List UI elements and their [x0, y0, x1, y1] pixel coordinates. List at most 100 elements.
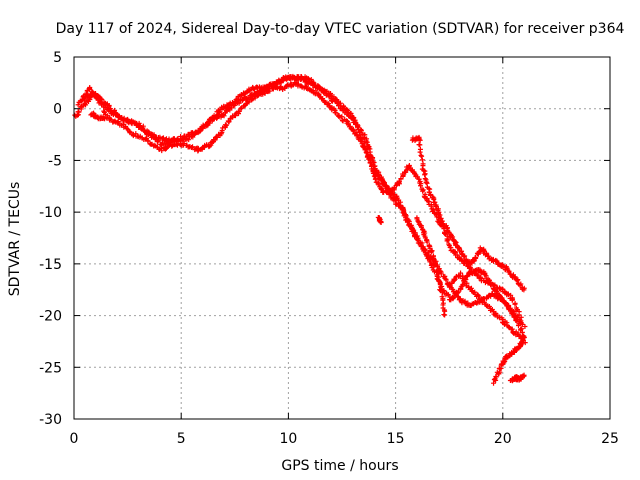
y-tick-label: -20: [39, 309, 62, 325]
data-point: [145, 138, 151, 144]
series-track-4: [409, 134, 527, 293]
data-point: [186, 137, 192, 143]
data-point: [514, 278, 520, 284]
plot-frame: [73, 56, 611, 420]
data-point: [437, 212, 443, 218]
data-point: [347, 123, 353, 129]
x-tick-label: 0: [70, 431, 79, 447]
data-point: [94, 94, 100, 100]
data-point: [479, 297, 485, 303]
data-point: [427, 259, 433, 265]
y-axis-label: SDTVAR / TECUs: [7, 182, 23, 297]
data-point: [418, 183, 424, 189]
data-point: [515, 323, 521, 329]
data-point: [252, 95, 258, 101]
data-point: [348, 111, 354, 117]
data-point: [431, 199, 437, 205]
y-tick-label: -15: [39, 257, 62, 273]
data-point: [417, 137, 423, 143]
data-point: [521, 372, 527, 378]
data-point: [372, 169, 378, 175]
data-point: [435, 264, 441, 270]
data-point: [411, 227, 417, 233]
y-tick-label: -10: [39, 205, 62, 221]
data-point: [104, 115, 110, 121]
data-point: [512, 301, 518, 307]
data-point: [509, 326, 515, 332]
data-point: [462, 298, 468, 304]
data-point: [396, 179, 402, 185]
data-point: [240, 97, 246, 103]
data-point: [372, 176, 378, 182]
data-point: [414, 233, 420, 239]
data-point: [95, 97, 101, 103]
data-point: [430, 194, 436, 200]
data-point: [476, 293, 482, 299]
series-track-1: [72, 73, 527, 339]
series-track-8: [507, 372, 527, 384]
data-point: [156, 138, 162, 144]
data-point: [442, 312, 448, 318]
data-point: [327, 104, 333, 110]
data-point: [522, 323, 528, 329]
data-point: [98, 96, 104, 102]
data-point: [507, 305, 513, 311]
y-axis-ticks: 5 0 -5 -10 -15 -20 -25 -30: [39, 50, 610, 428]
data-point: [491, 377, 497, 383]
data-point: [76, 109, 82, 115]
series-track-5: [414, 215, 448, 318]
data-point: [378, 220, 384, 226]
data-point: [271, 81, 277, 87]
data-point: [521, 335, 527, 341]
data-point: [452, 276, 458, 282]
x-tick-label: 15: [387, 431, 405, 447]
data-point: [428, 249, 434, 255]
data-point: [360, 144, 366, 150]
data-point: [259, 89, 265, 95]
data-point: [214, 134, 220, 140]
data-point: [310, 79, 316, 85]
data-point: [363, 146, 369, 152]
x-axis-ticks: 0 5 10 15 20 25: [70, 57, 619, 447]
data-point: [399, 207, 405, 213]
data-point: [437, 287, 443, 293]
data-point: [428, 192, 434, 198]
data-point: [354, 124, 360, 130]
data-point: [370, 163, 376, 169]
x-tick-label: 5: [177, 431, 186, 447]
data-point: [210, 115, 216, 121]
data-point: [223, 122, 229, 128]
data-point: [200, 122, 206, 128]
data-points: [72, 73, 528, 386]
data-point: [216, 109, 222, 115]
data-point: [75, 102, 81, 108]
data-point: [414, 234, 420, 240]
data-point: [134, 121, 140, 127]
data-point: [222, 122, 228, 128]
data-point: [417, 149, 423, 155]
data-point: [305, 76, 311, 82]
y-tick-label: -30: [39, 412, 62, 428]
data-point: [375, 172, 381, 178]
y-tick-label: -5: [48, 153, 62, 169]
data-point: [443, 277, 449, 283]
data-point: [191, 132, 197, 138]
data-point: [236, 108, 242, 114]
y-tick-label: 5: [53, 50, 62, 66]
data-point: [345, 109, 351, 115]
data-point: [457, 296, 463, 302]
data-point: [521, 287, 527, 293]
data-point: [439, 218, 445, 224]
series-track-9: [375, 214, 384, 226]
data-point: [250, 96, 256, 102]
chart-title: Day 117 of 2024, Sidereal Day-to-day VTE…: [56, 21, 625, 37]
data-point: [418, 244, 424, 250]
data-point: [378, 176, 384, 182]
data-point: [464, 280, 470, 286]
data-point: [510, 296, 516, 302]
data-point: [377, 219, 383, 225]
data-point: [78, 104, 84, 110]
data-point: [350, 128, 356, 134]
data-point: [146, 132, 152, 138]
